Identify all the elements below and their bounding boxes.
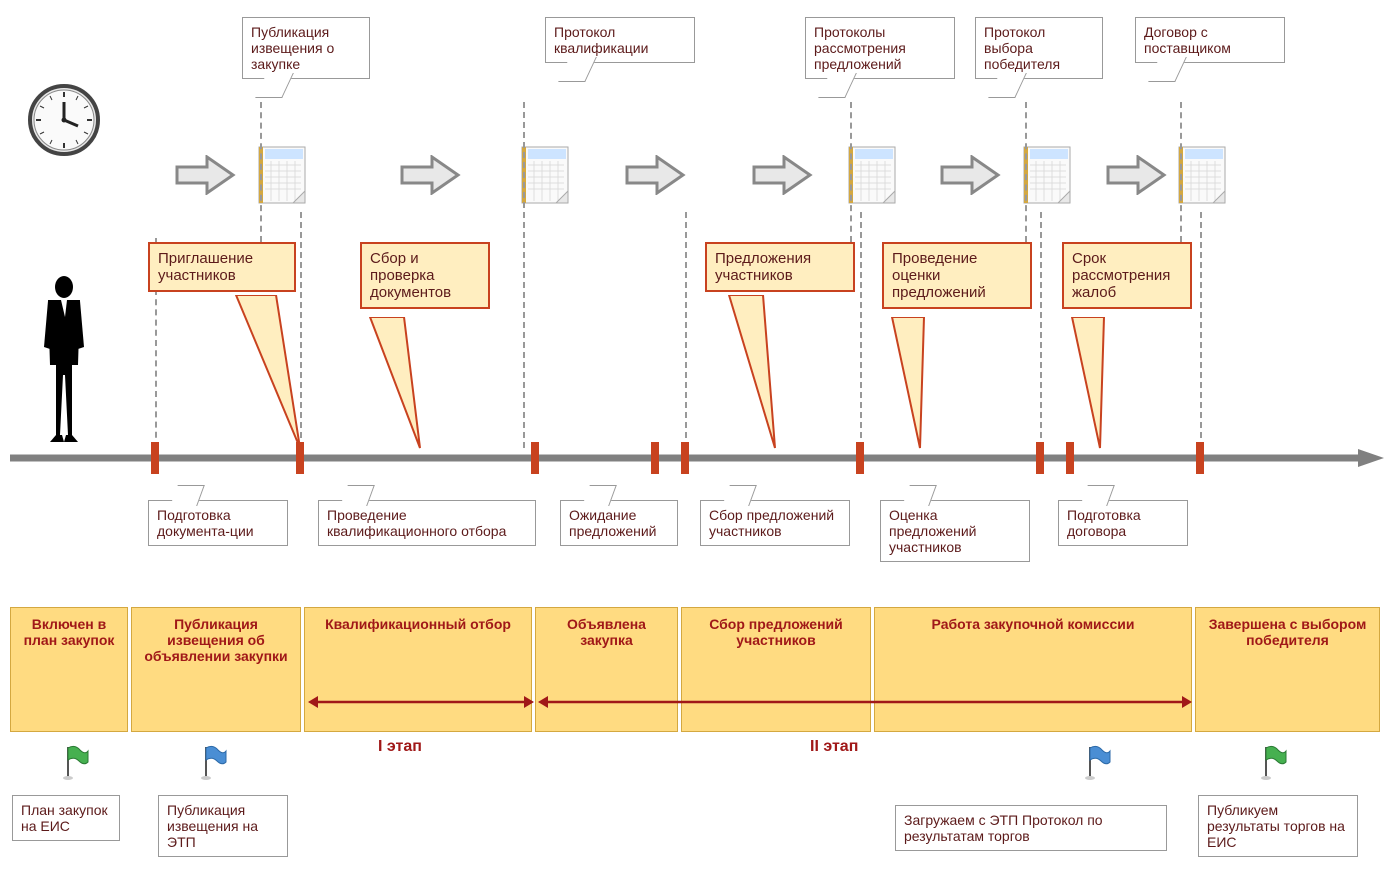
- timeline-tick: [651, 442, 659, 474]
- stage-contract-prep: Подготовка договора: [1058, 500, 1188, 546]
- stage-collection: Сбор предложений участников: [700, 500, 850, 546]
- flag-icon: [200, 745, 228, 781]
- dash-line: [685, 212, 687, 448]
- flag-note-load-protocol: Загружаем с ЭТП Протокол по результатам …: [895, 805, 1167, 851]
- arrow-icon: [175, 155, 237, 195]
- phase-qualification: Квалификационный отбор: [304, 607, 532, 732]
- callout-tail: [886, 317, 946, 457]
- callout-tail: [232, 295, 312, 455]
- arrow-icon: [940, 155, 1002, 195]
- timeline-tick: [151, 442, 159, 474]
- flag-note-publication-etp: Публикация извещения на ЭТП: [158, 795, 288, 857]
- dash-line: [860, 212, 862, 448]
- callout-tail: [723, 295, 793, 455]
- callout-proposals: Предложения участников: [705, 242, 855, 292]
- clock-icon: [26, 82, 102, 158]
- timeline-tick: [681, 442, 689, 474]
- flag-icon: [62, 745, 90, 781]
- phase-collection: Сбор предложений участников: [681, 607, 871, 732]
- dash-line: [1040, 212, 1042, 448]
- person-icon: [38, 275, 90, 445]
- etap2-arrow: [538, 694, 1192, 710]
- timeline-tick: [1036, 442, 1044, 474]
- document-icon: [845, 145, 899, 209]
- flag-note-plan-eis: План закупок на ЕИС: [12, 795, 120, 841]
- arrow-icon: [1106, 155, 1168, 195]
- callout-invitation: Приглашение участников: [148, 242, 296, 292]
- phase-included-plan: Включен в план закупок: [10, 607, 128, 732]
- timeline-tick: [531, 442, 539, 474]
- dash-line: [1025, 102, 1027, 242]
- timeline-tick: [856, 442, 864, 474]
- doc-label-review-protocols: Протоколы рассмотрения предложений: [805, 17, 955, 79]
- callout-tail: [1066, 317, 1126, 457]
- dash-line: [1180, 102, 1182, 242]
- stage-waiting: Ожидание предложений: [560, 500, 678, 546]
- callout-complaints: Срок рассмотрения жалоб: [1062, 242, 1192, 309]
- document-icon: [518, 145, 572, 209]
- document-icon: [1020, 145, 1074, 209]
- etap1-arrow: [308, 694, 534, 710]
- phase-committee: Работа закупочной комиссии: [874, 607, 1192, 732]
- flag-icon: [1260, 745, 1288, 781]
- phase-announced: Объявлена закупка: [535, 607, 678, 732]
- dash-line: [523, 102, 525, 448]
- dash-line: [260, 102, 262, 242]
- etap1-label: I этап: [378, 738, 422, 756]
- stage-qualification: Проведение квалификационного отбора: [318, 500, 536, 546]
- flag-note-publish-results: Публикуем результаты торгов на ЕИС: [1198, 795, 1358, 857]
- dash-line: [1200, 212, 1202, 448]
- stage-doc-prep: Подготовка документа-ции: [148, 500, 288, 546]
- doc-label-contract: Договор с поставщиком: [1135, 17, 1285, 63]
- document-icon: [255, 145, 309, 209]
- phase-publication: Публикация извещения об объявлении закуп…: [131, 607, 301, 732]
- arrow-icon: [625, 155, 687, 195]
- flag-icon: [1084, 745, 1112, 781]
- doc-label-winner-protocol: Протокол выбора победителя: [975, 17, 1103, 79]
- timeline-tick: [1196, 442, 1204, 474]
- etap2-label: II этап: [810, 738, 858, 756]
- arrow-icon: [752, 155, 814, 195]
- callout-doc-check: Сбор и проверка документов: [360, 242, 490, 309]
- doc-label-qualification-protocol: Протокол квалификации: [545, 17, 695, 63]
- arrow-icon: [400, 155, 462, 195]
- dash-line: [850, 102, 852, 242]
- document-icon: [1175, 145, 1229, 209]
- stage-evaluation: Оценка предложений участников: [880, 500, 1030, 562]
- callout-tail: [364, 317, 434, 457]
- timeline-axis: [10, 449, 1385, 469]
- doc-label-publication: Публикация извещения о закупке: [242, 17, 370, 79]
- phase-completed: Завершена с выбором победителя: [1195, 607, 1380, 732]
- callout-evaluation: Проведение оценки предложений: [882, 242, 1032, 309]
